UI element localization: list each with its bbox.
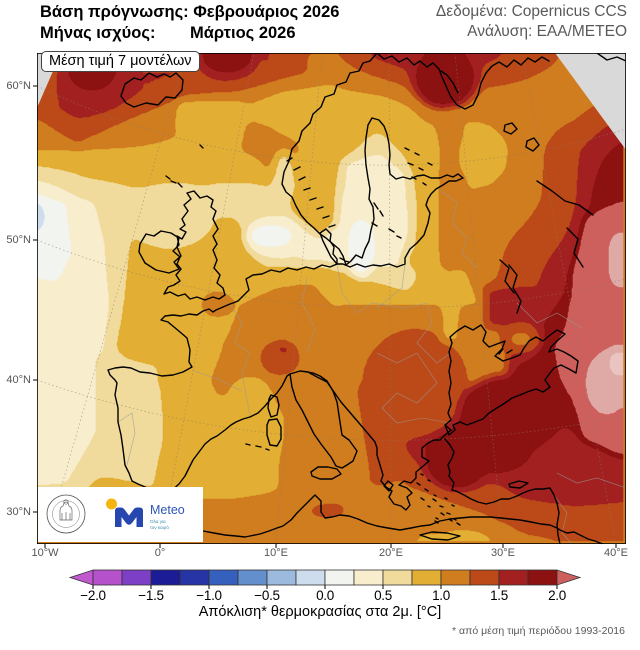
svg-text:τον καιρό: τον καιρό [150, 524, 169, 530]
svg-text:·: · [84, 513, 85, 517]
svg-text:·: · [46, 513, 47, 517]
svg-text:· · · · · ·: · · · · · · [61, 532, 72, 536]
svg-text:· · · · · ·: · · · · · · [61, 493, 72, 497]
svg-text:·: · [48, 503, 49, 507]
svg-text:Meteo: Meteo [150, 503, 185, 517]
svg-text:·: · [82, 523, 83, 527]
svg-text:·: · [48, 523, 49, 527]
svg-text:Όλα για: Όλα για [149, 519, 166, 524]
svg-text:·: · [82, 503, 83, 507]
